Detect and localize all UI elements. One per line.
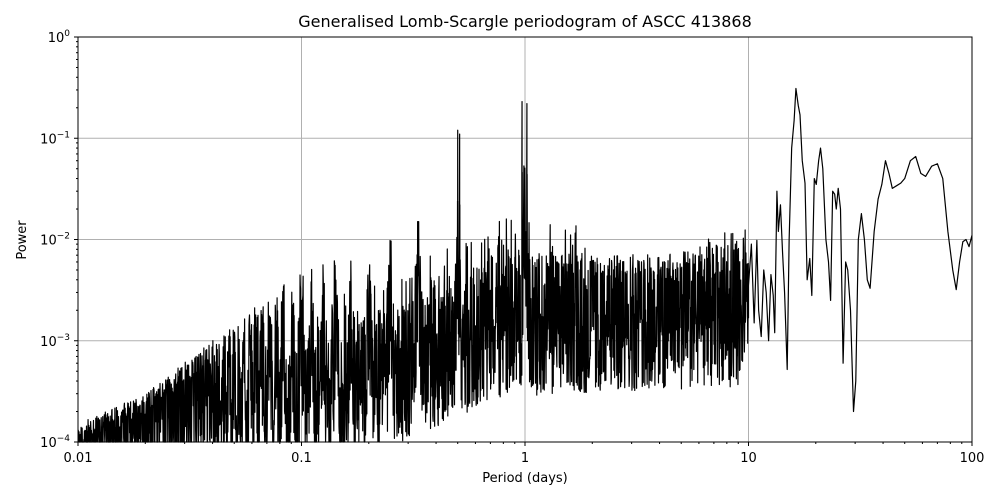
- x-tick-label: 1: [521, 451, 529, 466]
- x-tick-label: 0.01: [64, 451, 93, 466]
- y-tick-label: 10−1: [40, 130, 70, 147]
- x-axis-tick-labels: 0.01 0.1 1 10 100: [64, 451, 985, 466]
- y-tick-label: 10−4: [40, 434, 70, 451]
- y-tick-label: 100: [48, 29, 71, 46]
- y-tick-label: 10−2: [40, 232, 70, 249]
- x-tick-label: 10: [740, 451, 757, 466]
- y-axis-label: Power: [15, 220, 30, 260]
- axis-ticks: [74, 36, 973, 446]
- periodogram-series: [77, 87, 973, 443]
- x-axis-label: Period (days): [482, 471, 568, 486]
- y-axis-tick-labels: 10−4 10−3 10−2 10−1 100: [40, 29, 70, 451]
- x-tick-label: 100: [960, 451, 985, 466]
- chart-title: Generalised Lomb-Scargle periodogram of …: [298, 12, 752, 31]
- x-tick-label: 0.1: [291, 451, 312, 466]
- y-tick-label: 10−3: [40, 333, 70, 350]
- power-spectrum-line: [77, 87, 973, 443]
